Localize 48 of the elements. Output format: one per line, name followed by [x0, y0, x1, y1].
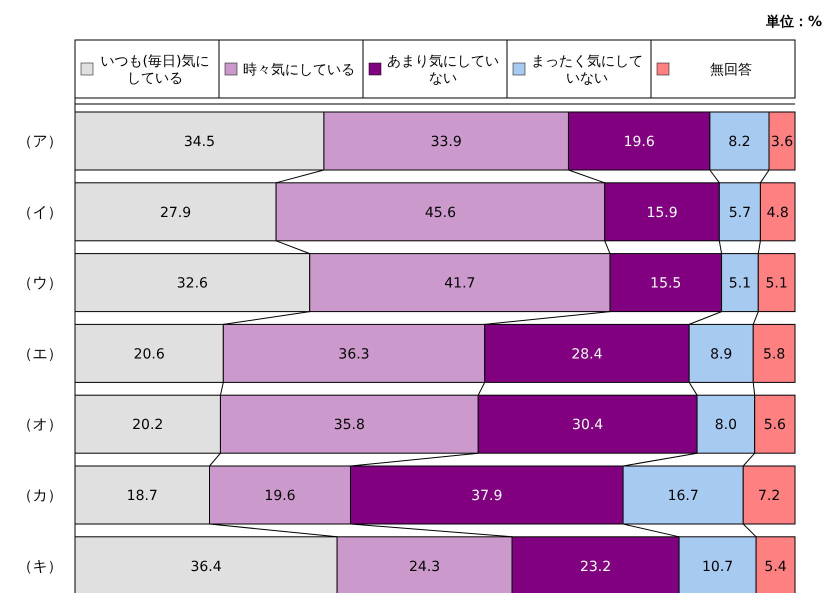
y-tick-label: （イ） — [18, 202, 62, 221]
data-label: 19.6 — [624, 134, 655, 150]
data-label: 36.4 — [190, 558, 222, 575]
data-label: 37.9 — [471, 488, 502, 504]
data-label: 3.6 — [770, 134, 794, 150]
data-label: 5.1 — [728, 276, 752, 292]
data-label: 24.3 — [408, 558, 440, 575]
data-label: 7.2 — [758, 488, 780, 504]
data-label: 15.9 — [646, 204, 678, 221]
data-label: 15.5 — [650, 276, 682, 292]
y-tick-label: （オ） — [18, 415, 62, 434]
y-tick-label: （ア） — [18, 132, 62, 150]
data-label: 8.2 — [728, 134, 751, 150]
data-label: 16.7 — [668, 488, 699, 504]
y-tick-label: （キ） — [18, 556, 62, 575]
data-label: 30.4 — [572, 417, 604, 434]
text: 単位：% — [764, 14, 822, 30]
legend-label: まったく気にしていない — [531, 54, 643, 86]
data-label: 8.0 — [714, 417, 738, 434]
data-label: 5.8 — [762, 346, 786, 362]
data-label: 5.4 — [764, 558, 787, 575]
data-label: 45.6 — [424, 204, 456, 221]
data-label: 41.7 — [444, 276, 476, 292]
legend-label: 時々気にしている — [243, 62, 355, 78]
legend-label: いつも(毎日)気にしている — [100, 54, 210, 86]
data-label: 5.6 — [764, 417, 786, 434]
data-label: 36.3 — [338, 346, 370, 362]
y-tick-label: （ウ） — [18, 274, 62, 292]
data-label: 28.4 — [571, 346, 603, 362]
legend-label: あまり気にしていない — [387, 54, 499, 86]
data-label: 23.2 — [580, 558, 612, 575]
data-label: 5.7 — [728, 204, 751, 221]
data-label: 18.7 — [126, 488, 158, 504]
data-label: 5.1 — [766, 276, 788, 292]
data-label: 27.9 — [160, 204, 192, 221]
data-label: 8.9 — [710, 346, 732, 362]
data-label: 10.7 — [702, 558, 734, 575]
y-tick-label: （カ） — [18, 486, 62, 504]
text: 無回答 — [710, 62, 752, 78]
data-label: 20.2 — [132, 417, 164, 434]
data-label: 20.6 — [134, 346, 165, 362]
data-label: 19.6 — [264, 488, 296, 504]
data-label: 4.8 — [766, 204, 789, 221]
data-label: 35.8 — [334, 417, 365, 434]
data-label: 32.6 — [176, 276, 208, 292]
data-label: 33.9 — [430, 134, 462, 150]
data-label: 34.5 — [184, 134, 216, 150]
y-tick-label: （エ） — [18, 344, 62, 362]
